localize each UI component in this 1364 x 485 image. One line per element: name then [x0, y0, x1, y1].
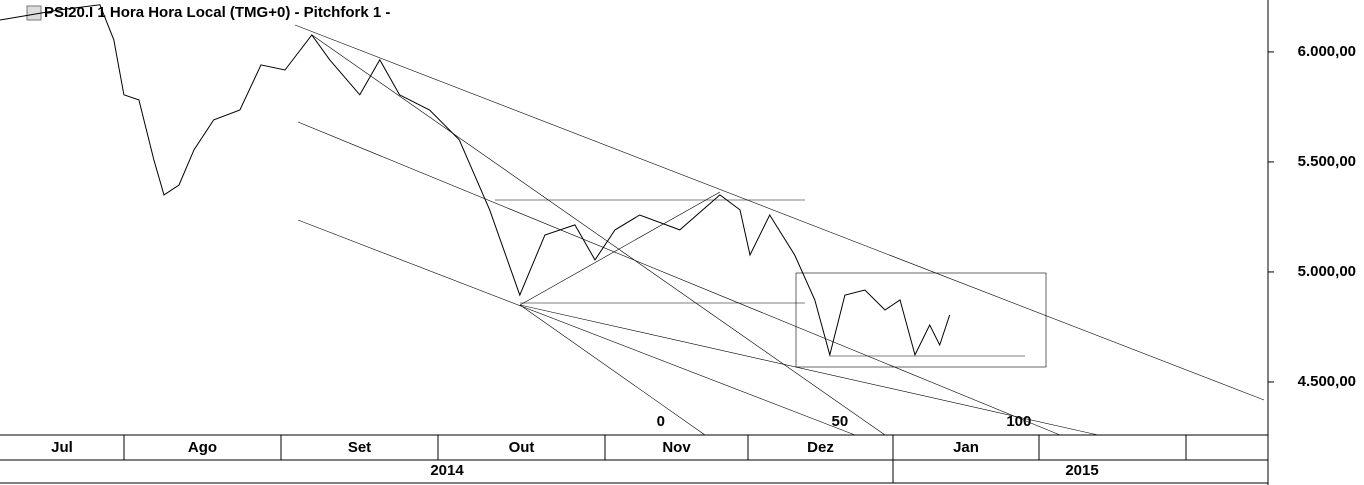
- month-label: Out: [509, 439, 535, 456]
- x-tick-label: 0: [657, 413, 665, 430]
- year-label: 2015: [1065, 462, 1098, 479]
- price-line: [0, 4, 951, 357]
- y-tick-label: 5.000,00: [1298, 263, 1356, 280]
- month-label: Set: [348, 439, 371, 456]
- y-tick-label: 6.000,00: [1298, 43, 1356, 60]
- month-label: Jan: [953, 439, 979, 456]
- month-label: Dez: [807, 439, 834, 456]
- x-tick-label: 50: [832, 413, 849, 430]
- y-tick-label: 4.500,00: [1298, 373, 1356, 390]
- month-label: Jul: [51, 439, 73, 456]
- pitchfork: [294, 24, 1265, 436]
- x-tick-label: 100: [1006, 413, 1031, 430]
- month-label: Nov: [662, 439, 691, 456]
- year-label: 2014: [430, 462, 464, 479]
- y-tick-label: 5.500,00: [1298, 153, 1356, 170]
- month-label: Ago: [188, 439, 217, 456]
- chart-title: PSI20.I 1 Hora Hora Local (TMG+0) - Pitc…: [44, 4, 390, 21]
